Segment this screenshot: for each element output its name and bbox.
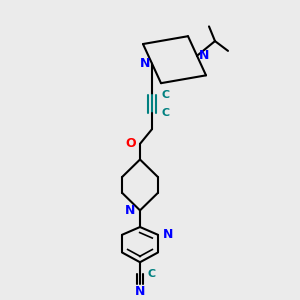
- Text: C: C: [161, 90, 169, 100]
- Text: N: N: [199, 49, 209, 62]
- Text: N: N: [140, 57, 151, 70]
- Text: O: O: [125, 137, 136, 150]
- Text: N: N: [135, 285, 145, 298]
- Text: N: N: [125, 204, 136, 217]
- Text: C: C: [148, 269, 156, 279]
- Text: C: C: [161, 107, 169, 118]
- Text: N: N: [163, 228, 173, 241]
